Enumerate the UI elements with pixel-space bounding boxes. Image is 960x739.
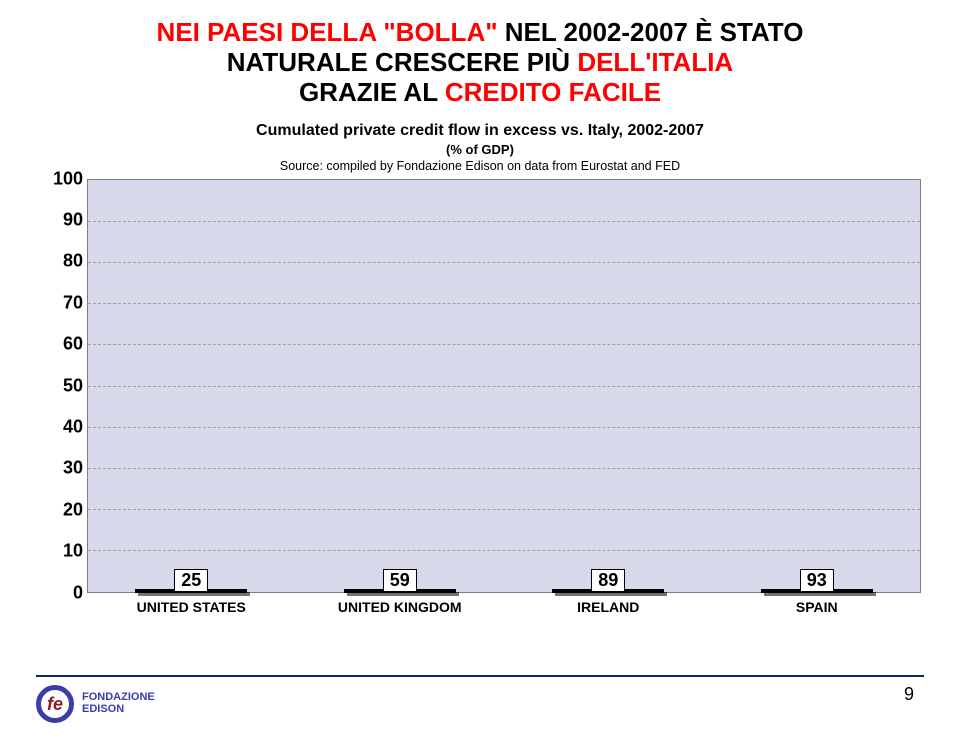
- y-tick-label: 70: [39, 292, 83, 313]
- x-tick-label: SPAIN: [796, 599, 838, 615]
- x-tick-label: UNITED STATES: [137, 599, 246, 615]
- bar-value-label: 93: [800, 569, 834, 592]
- bar-value-label: 89: [591, 569, 625, 592]
- title-part: NEI PAESI DELLA "BOLLA": [157, 17, 505, 47]
- y-tick-label: 80: [39, 251, 83, 272]
- y-tick-label: 0: [39, 582, 83, 603]
- logo-text: FONDAZIONE EDISON: [82, 692, 155, 715]
- title-line-1: NEI PAESI DELLA "BOLLA" NEL 2002-2007 È …: [36, 18, 924, 48]
- y-tick-label: 20: [39, 499, 83, 520]
- bar-value-label: 25: [174, 569, 208, 592]
- y-tick-label: 10: [39, 541, 83, 562]
- chart-subtitle: Cumulated private credit flow in excess …: [36, 122, 924, 140]
- x-axis: UNITED STATES UNITED KINGDOM IRELAND SPAIN: [87, 595, 921, 621]
- y-tick-label: 100: [39, 168, 83, 189]
- title-part: NEL 2002-2007 È STATO: [505, 17, 804, 47]
- chart-subtitle-pct: (% of GDP): [36, 142, 924, 157]
- title-line-3: GRAZIE AL CREDITO FACILE: [36, 78, 924, 108]
- bars-layer: 25 59 89 93: [87, 179, 921, 593]
- y-tick-label: 50: [39, 375, 83, 396]
- page-number: 9: [904, 684, 914, 705]
- y-tick-label: 40: [39, 417, 83, 438]
- title-part: GRAZIE AL: [299, 77, 445, 107]
- bar: 93: [761, 589, 873, 593]
- bar-chart: 0102030405060708090100 25598993 UNITED S…: [39, 179, 921, 621]
- logo-line2: EDISON: [82, 704, 155, 716]
- bar-value-label: 59: [383, 569, 417, 592]
- slide-page: NEI PAESI DELLA "BOLLA" NEL 2002-2007 È …: [0, 0, 960, 739]
- footer-divider: [36, 675, 924, 677]
- y-tick-label: 30: [39, 458, 83, 479]
- x-tick-label: IRELAND: [577, 599, 639, 615]
- y-tick-label: 60: [39, 334, 83, 355]
- logo: fe FONDAZIONE EDISON: [36, 685, 155, 723]
- logo-badge-icon: fe: [36, 685, 74, 723]
- title-part: CREDITO FACILE: [445, 77, 661, 107]
- y-tick-label: 90: [39, 210, 83, 231]
- title-part: NATURALE CRESCERE PIÙ: [227, 47, 578, 77]
- bar: 59: [344, 589, 456, 593]
- bar: 89: [552, 589, 664, 593]
- subtitle-block: Cumulated private credit flow in excess …: [36, 122, 924, 173]
- bar: 25: [135, 589, 247, 593]
- y-axis: 0102030405060708090100: [39, 179, 83, 593]
- title-part: DELL'ITALIA: [577, 47, 733, 77]
- title-line-2: NATURALE CRESCERE PIÙ DELL'ITALIA: [36, 48, 924, 78]
- chart-source: Source: compiled by Fondazione Edison on…: [36, 159, 924, 173]
- x-tick-label: UNITED KINGDOM: [338, 599, 462, 615]
- title-block: NEI PAESI DELLA "BOLLA" NEL 2002-2007 È …: [36, 18, 924, 108]
